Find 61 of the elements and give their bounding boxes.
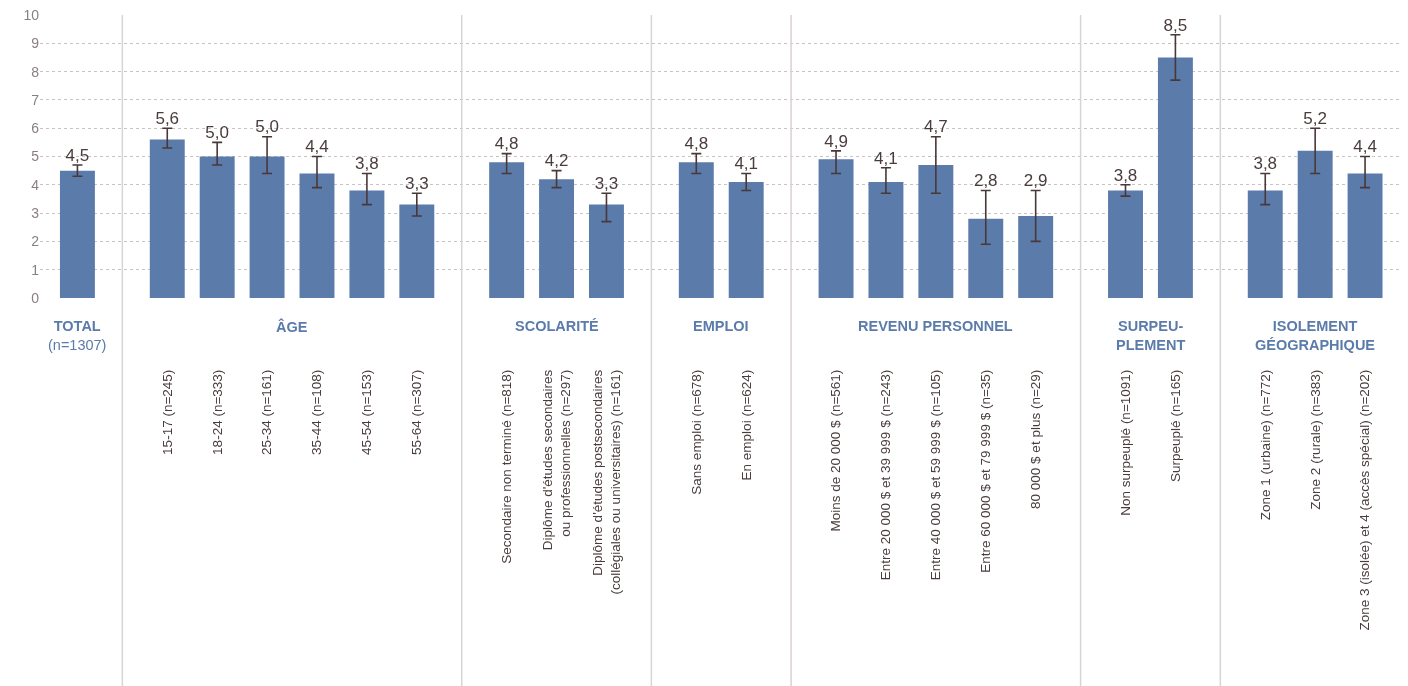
x-tick-label: 80 000 $ et plus (n=29) <box>1028 369 1044 509</box>
x-tick-label: Surpeuplé (n=165) <box>1167 369 1183 482</box>
x-tick-label: 35-44 (n=108) <box>309 369 325 455</box>
data-label: 3,3 <box>594 174 619 194</box>
x-tick-label: Entre 60 000 $ et 79 999 $ (n=35) <box>978 369 994 573</box>
x-tick-label: Entre 40 000 $ et 59 999 $ (n=105) <box>928 369 944 581</box>
x-tick-label: Zone 3 (isolée) et 4 (accès spécial) (n=202) <box>1357 369 1373 631</box>
x-tick-label: 25-34 (n=161) <box>259 369 275 455</box>
text: SURPEU- PLEMENT <box>1116 318 1186 353</box>
data-label: 5,0 <box>205 123 229 143</box>
x-tick-label: 15-17 (n=245) <box>159 369 175 455</box>
data-label: 4,1 <box>874 148 898 168</box>
text: EMPLOI <box>693 318 749 334</box>
x-tick-label: Moins de 20 000 $ (n=561) <box>828 369 844 532</box>
data-label: 4,8 <box>494 134 519 154</box>
x-tick-label: Secondaire non terminé (n=818) <box>499 369 515 564</box>
data-label: 3,8 <box>355 154 379 174</box>
text: REVENU PERSONNEL <box>858 318 1013 334</box>
x-tick-label: Zone 2 (rurale) (n=383) <box>1307 369 1323 510</box>
data-label: 4,1 <box>734 154 759 174</box>
data-label: 4,5 <box>65 145 90 165</box>
data-label: 3,3 <box>404 174 429 194</box>
y-tick-label: 4 <box>31 176 40 193</box>
text: ÂGE <box>276 318 308 335</box>
y-tick-label: 3 <box>31 205 40 221</box>
y-tick-label: 5 <box>31 148 40 165</box>
x-tick-label: Diplôme d'études secondaires ou professionnelles (n=297) <box>540 369 573 551</box>
data-label: 2,9 <box>1023 171 1048 191</box>
y-tick-label: 8 <box>31 63 40 80</box>
data-label: 4,7 <box>924 117 948 137</box>
text: TOTAL (n=1307) <box>48 318 107 353</box>
x-tick-label: Non surpeuplé (n=1091) <box>1117 369 1133 516</box>
data-label: 5,0 <box>255 117 279 137</box>
data-label: 5,2 <box>1303 108 1327 128</box>
y-tick-label: 2 <box>31 233 40 250</box>
x-tick-label: 55-64 (n=307) <box>409 369 425 455</box>
x-tick-label: 18-24 (n=333) <box>209 369 225 455</box>
data-label: 2,8 <box>973 171 998 191</box>
y-tick-label: 6 <box>31 120 40 137</box>
y-tick-label: 7 <box>31 91 40 108</box>
x-tick-label: 45-54 (n=153) <box>359 369 375 455</box>
data-label: 3,8 <box>1253 154 1278 174</box>
y-tick-label: 9 <box>31 35 40 52</box>
x-tick-label: Zone 1 (urbaine) (n=772) <box>1257 369 1273 521</box>
y-tick-label: 1 <box>31 261 40 278</box>
x-tick-label: En emploi (n=624) <box>738 369 754 481</box>
data-label: 5,6 <box>155 108 180 128</box>
data-label: 8,5 <box>1163 15 1188 35</box>
text: ISOLEMENT GÉOGRAPHIQUE <box>1255 318 1376 353</box>
x-tick-label: Diplôme d'études postsecondaires (collégiales ou universitaires) (n=161) <box>590 369 623 595</box>
data-label: 4,4 <box>305 137 329 157</box>
data-label: 4,4 <box>1353 137 1377 157</box>
data-label: 4,8 <box>684 134 709 154</box>
y-tick-label: 10 <box>23 6 40 23</box>
x-tick-label: Sans emploi (n=678) <box>688 369 704 495</box>
y-tick-label: 0 <box>31 289 40 306</box>
x-tick-label: Entre 20 000 $ et 39 999 $ (n=243) <box>878 369 894 581</box>
data-label: 3,8 <box>1113 165 1138 185</box>
text: SCOLARITÉ <box>515 318 600 334</box>
data-label: 4,2 <box>544 151 569 171</box>
data-label: 4,9 <box>824 131 848 151</box>
